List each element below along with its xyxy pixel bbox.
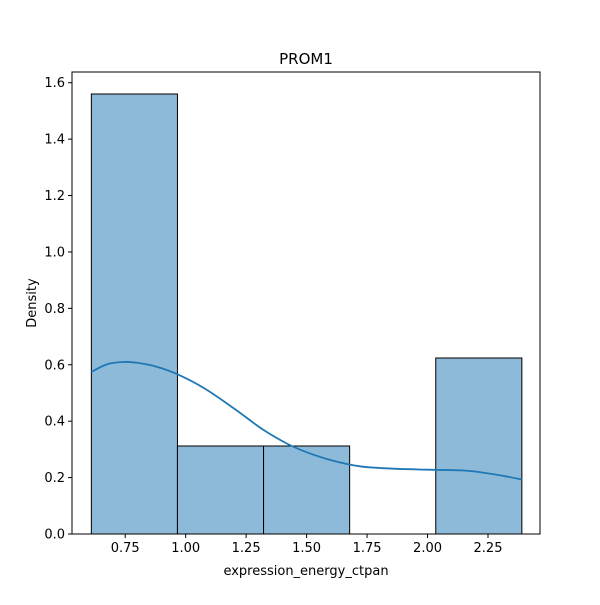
y-tick-label: 1.6 (44, 76, 65, 91)
y-axis-ticks: 0.0 0.2 0.4 0.6 0.8 1.0 1.2 1.4 1.6 (44, 76, 72, 543)
x-axis-ticks: 0.75 1.00 1.25 1.50 1.75 2.00 2.25 (111, 534, 503, 556)
plot-frame (71, 71, 541, 535)
x-tick-label: 1.00 (171, 541, 200, 556)
x-tick-label: 1.75 (353, 541, 382, 556)
x-tick-label: 0.75 (111, 541, 140, 556)
x-tick-label: 1.25 (232, 541, 261, 556)
y-tick-label: 1.4 (44, 133, 65, 148)
y-tick-label: 0.2 (44, 471, 65, 486)
y-tick-label: 1.2 (44, 189, 65, 204)
y-axis-label: Density (25, 278, 40, 328)
y-tick-label: 1.0 (44, 245, 65, 260)
y-tick-label: 0.4 (44, 415, 65, 430)
histogram-bar (263, 445, 351, 535)
x-tick-label: 2.00 (413, 541, 442, 556)
y-tick-label: 0.6 (44, 358, 65, 373)
x-axis-label: expression_energy_ctpan (223, 564, 388, 579)
histogram-bar (435, 357, 523, 535)
y-tick-label: 0.0 (44, 528, 65, 543)
histogram-bar (176, 445, 265, 535)
y-tick-label: 0.8 (44, 302, 65, 317)
kde-layer (90, 360, 523, 481)
kde-density-line (90, 360, 523, 481)
chart-title: PROM1 (279, 50, 333, 68)
x-tick-label: 1.50 (292, 541, 321, 556)
x-tick-label: 2.25 (474, 541, 503, 556)
histogram-bar (90, 93, 178, 535)
